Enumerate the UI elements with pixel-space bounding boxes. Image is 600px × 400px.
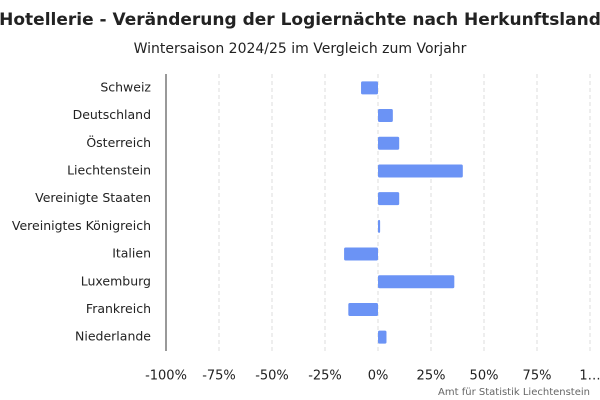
y-tick-label: Liechtenstein <box>67 162 151 177</box>
bar <box>378 219 381 233</box>
x-tick-label: 50% <box>470 369 499 384</box>
y-tick-label: Vereinigtes Königreich <box>12 218 151 233</box>
bar <box>378 136 400 150</box>
y-tick-label: Niederlande <box>75 329 151 344</box>
bar <box>378 192 400 206</box>
x-tick-label: 75% <box>523 369 552 384</box>
bar <box>348 302 378 316</box>
bar <box>378 164 463 178</box>
y-tick-label: Luxemburg <box>81 273 151 288</box>
bar <box>344 247 378 261</box>
x-tick-label: -25% <box>308 369 342 384</box>
x-tick-label: 0% <box>368 369 389 384</box>
x-tick-label: -75% <box>202 369 236 384</box>
x-tick-label: -50% <box>255 369 289 384</box>
chart-title: Hotellerie - Veränderung der Logiernächt… <box>0 10 600 30</box>
y-tick-label: Deutschland <box>73 107 151 122</box>
bar <box>361 81 378 95</box>
source: Amt für Statistik Liechtenstein <box>438 387 590 398</box>
y-tick-label: Frankreich <box>86 301 151 316</box>
y-tick-label: Österreich <box>86 134 151 150</box>
bar <box>378 275 455 289</box>
bar <box>378 109 393 123</box>
y-tick-label: Vereinigte Staaten <box>35 190 151 205</box>
bar <box>378 330 387 344</box>
x-tick-label: 1… <box>579 369 600 384</box>
y-tick-label: Italien <box>112 246 151 261</box>
y-tick-label: Schweiz <box>100 79 151 94</box>
chart-subtitle: Wintersaison 2024/25 im Vergleich zum Vo… <box>134 41 467 57</box>
x-tick-label: 25% <box>417 369 446 384</box>
x-tick-label: -100% <box>145 369 187 384</box>
